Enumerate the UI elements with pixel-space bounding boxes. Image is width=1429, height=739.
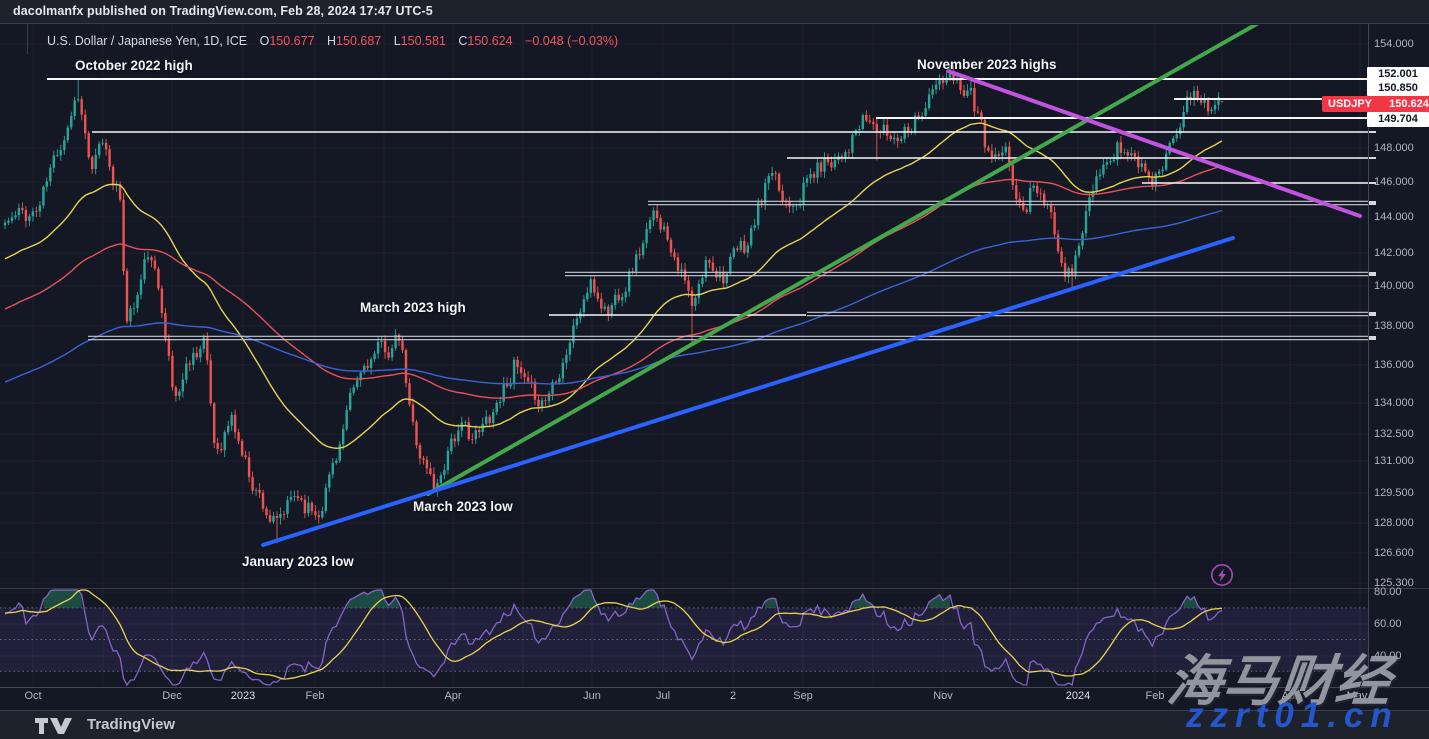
ohlc-low: L150.581 [393, 34, 446, 48]
up-candle-wicks [4, 64, 1219, 525]
time-axis-label: Feb [1145, 690, 1165, 702]
trendline [946, 69, 1362, 218]
price-axis-label: 136.000 [1374, 359, 1414, 371]
tradingview-brand: TradingView [87, 716, 176, 733]
chart-annotation: March 2023 low [413, 499, 513, 514]
time-axis-label: Dec [162, 690, 182, 702]
time-axis-label: Apr [1281, 690, 1299, 702]
time-axis-label: Sep [793, 690, 813, 702]
ohlc-high: H150.687 [327, 34, 382, 48]
price-axis-label: 131.000 [1374, 455, 1414, 467]
published-header: dacolmanfx published on TradingView.com,… [0, 0, 1429, 23]
price-axis-label: 154.000 [1374, 38, 1414, 50]
time-axis-label: Apr [444, 690, 462, 702]
rsi-overbought-fill [569, 590, 598, 608]
ma-mid [4, 164, 1223, 399]
rsi-axis-label: 40.00 [1374, 650, 1402, 662]
boost-lightning-icon[interactable] [1209, 562, 1235, 588]
price-axis-label: 128.000 [1374, 517, 1414, 529]
rsi-overbought-fill [346, 590, 399, 608]
chart-area[interactable]: U.S. Dollar / Japanese Yen, 1D, ICE O150… [0, 23, 1429, 735]
ohlc-close: C150.624 [458, 34, 513, 48]
tradingview-logo-icon [35, 718, 72, 734]
ma-slow [4, 209, 1223, 385]
price-axis-label: 140.000 [1374, 280, 1414, 292]
time-axis-label: Nov [933, 690, 953, 702]
last-price-value: 150.624 [1378, 96, 1429, 112]
up-candle-bodies [3, 71, 1220, 522]
rsi-overbought-fill [765, 598, 776, 608]
rsi-overbought-fill [852, 594, 874, 608]
watermark-url: zzrt01.cn [1186, 696, 1399, 735]
time-axis-label: May [1346, 690, 1368, 702]
price-axis-label: 134.000 [1374, 397, 1414, 409]
rsi-pane [0, 589, 1368, 686]
gridlines [0, 25, 1368, 687]
trendline [261, 236, 1235, 547]
time-axis-label: 2 [729, 690, 737, 702]
legend-divider [27, 24, 28, 54]
rsi-overbought-fill [929, 594, 950, 608]
price-axis-label: 126.600 [1374, 547, 1414, 559]
symbol-legend[interactable]: U.S. Dollar / Japanese Yen, 1D, ICE O150… [47, 34, 627, 48]
price-axis-label: 129.500 [1374, 487, 1414, 499]
price-line-label-box: 152.001 [1367, 66, 1429, 82]
rsi-axis-label: 80.00 [1374, 586, 1402, 598]
time-axis-label: Jun [583, 690, 601, 702]
rsi-overbought-fill [1183, 596, 1198, 608]
pane-frames [0, 24, 1429, 688]
footer-bar: TradingView [0, 710, 1429, 739]
price-change: −0.048 (−0.03%) [525, 34, 619, 48]
price-axis-label: 148.000 [1374, 142, 1414, 154]
price-line-label-box: 150.850 [1367, 80, 1429, 96]
rsi-overbought-fill [43, 590, 82, 608]
chart-annotation: January 2023 low [242, 554, 354, 569]
ma-fast [4, 122, 1223, 450]
chart-annotation: October 2022 high [75, 58, 193, 73]
published-text: dacolmanfx published on TradingView.com,… [13, 4, 433, 18]
ohlc-open: O150.677 [259, 34, 315, 48]
trendline [426, 25, 1260, 496]
price-axis-label: 132.500 [1374, 428, 1414, 440]
rsi-ma-line [4, 589, 1223, 680]
symbol-tag: USDJPY [1322, 96, 1379, 112]
time-axis-label: Jul [655, 690, 671, 702]
time-axis-label: Feb [305, 690, 325, 702]
price-pane [3, 25, 1368, 547]
price-line-label-box: 149.704 [1367, 111, 1429, 127]
last-price-tag: USDJPY 150.624 [1322, 96, 1429, 112]
price-axis-label: 138.000 [1374, 320, 1414, 332]
rsi-line [4, 589, 1223, 686]
price-axis-label: 146.000 [1374, 176, 1414, 188]
chart-annotation: November 2023 highs [917, 57, 1057, 72]
price-chart-canvas[interactable] [0, 24, 1429, 711]
symbol-title: U.S. Dollar / Japanese Yen, 1D, ICE [47, 34, 248, 48]
price-axis-label: 142.000 [1374, 247, 1414, 259]
time-axis-label: 2024 [1065, 690, 1091, 702]
time-axis-label: 2023 [230, 690, 256, 702]
price-axis-label: 125.300 [1374, 577, 1414, 589]
rsi-axis-label: 60.00 [1374, 618, 1402, 630]
chart-annotation: March 2023 high [360, 300, 466, 315]
time-axis-label: Oct [24, 690, 42, 702]
price-axis-label: 144.000 [1374, 211, 1414, 223]
